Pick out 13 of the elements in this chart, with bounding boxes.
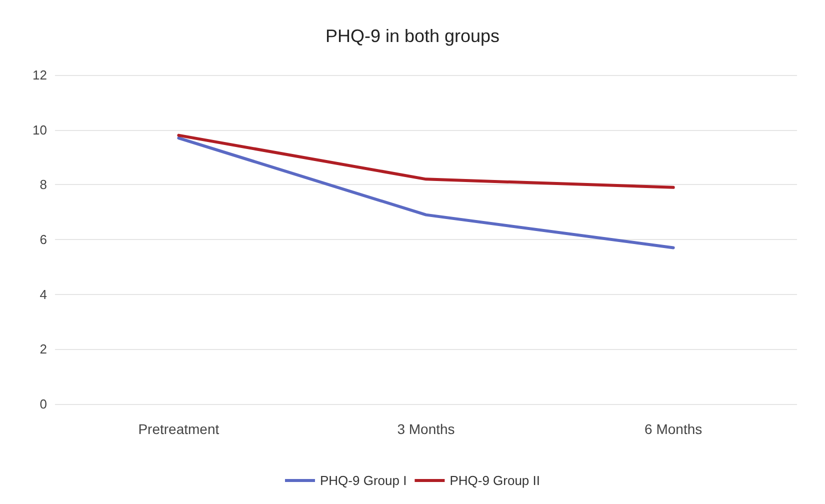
chart-title: PHQ-9 in both groups [325, 26, 500, 46]
legend-label: PHQ-9 Group I [320, 473, 407, 488]
x-tick-label: Pretreatment [138, 421, 220, 437]
y-tick-label: 8 [40, 177, 47, 192]
y-tick-label: 12 [32, 68, 47, 82]
y-tick-label: 6 [40, 232, 47, 247]
y-tick-label: 10 [32, 122, 47, 138]
x-tick-label: 3 Months [397, 421, 455, 437]
y-tick-label: 0 [40, 396, 47, 412]
x-tick-label: 6 Months [644, 421, 702, 437]
y-tick-label: 4 [40, 286, 47, 302]
legend-label: PHQ-9 Group II [450, 473, 540, 488]
y-tick-label: 2 [40, 342, 47, 357]
